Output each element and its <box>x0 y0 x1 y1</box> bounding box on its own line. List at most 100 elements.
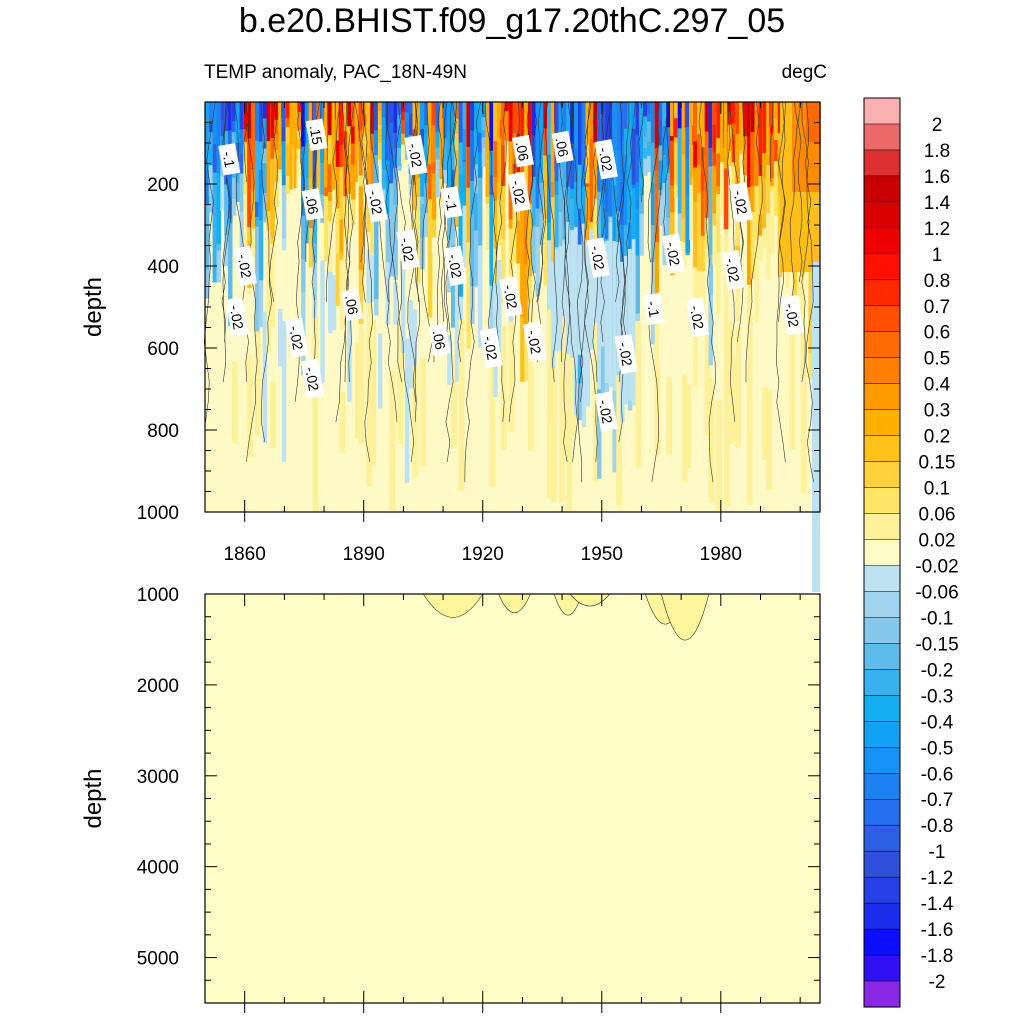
contour-label-bg <box>233 245 257 287</box>
upper-axes: 200 400 600 800 1000 1860 1890 1920 1950 1980 dept… <box>80 101 820 565</box>
field-cell <box>220 102 225 120</box>
contour-label: -.02 <box>781 294 805 336</box>
field-cell <box>616 102 621 152</box>
y-axis-label: depth <box>80 768 107 828</box>
colorbar-label: 0.15 <box>919 453 956 474</box>
field-cell <box>754 102 760 133</box>
contour-line <box>648 101 668 483</box>
field-cell <box>443 102 448 131</box>
y-tick-label: 1000 <box>137 503 179 524</box>
contour-label-text: -.02 <box>723 257 743 284</box>
field-cell <box>723 357 730 506</box>
colorbar-swatch <box>863 695 901 722</box>
field-cell <box>331 274 337 331</box>
contour-line <box>737 101 746 343</box>
contour-label-bg <box>440 186 463 219</box>
field-cell <box>212 102 218 145</box>
contour-label-text: -.02 <box>501 284 521 311</box>
contour-line <box>260 101 278 443</box>
field-cell <box>385 262 391 325</box>
field-cell <box>262 311 268 444</box>
contour-line <box>537 101 548 363</box>
field-cell <box>451 102 456 142</box>
field-cell <box>620 102 625 182</box>
colorbar-swatch <box>863 227 901 255</box>
field-cell <box>243 102 248 130</box>
contour-label-text: -.1 <box>644 300 663 319</box>
contour-label-text: -.02 <box>481 335 501 362</box>
contour-label-text: -.1 <box>442 193 461 212</box>
contour-label: -.02 <box>404 135 428 176</box>
field-cell <box>281 102 287 127</box>
contour-line <box>745 101 763 382</box>
contour-label: -.02 <box>300 358 325 399</box>
field-cell <box>278 308 283 367</box>
contour-label-bg <box>594 391 618 432</box>
field-cell <box>670 102 674 137</box>
colorbar-label: 0.5 <box>924 349 950 370</box>
field-cell <box>666 377 673 455</box>
contour-label-bg <box>305 118 328 151</box>
colorbar-swatch <box>863 487 901 515</box>
field-cell <box>377 102 383 125</box>
contour-line <box>647 101 660 263</box>
contour-label-bg <box>443 245 468 287</box>
contour-label-text: -.02 <box>235 253 255 280</box>
contour-label: .06 <box>511 134 534 168</box>
field-cell <box>620 102 625 141</box>
field-cell <box>228 102 233 177</box>
colorbar-label: 0.4 <box>924 375 951 396</box>
field-cell <box>235 102 241 122</box>
field-cell <box>424 102 429 126</box>
contour-line <box>354 101 367 303</box>
field-cell <box>500 102 506 146</box>
field-cell <box>477 245 483 348</box>
field-cell <box>354 102 358 183</box>
field-cell <box>447 334 452 385</box>
field-cell <box>454 254 460 383</box>
field-cell <box>562 102 567 149</box>
contour-label-text: .06 <box>430 329 449 351</box>
field-cell <box>770 102 775 179</box>
field-cell <box>339 102 344 146</box>
lower-panel-field <box>205 594 820 1003</box>
field-cell <box>397 324 403 444</box>
field-cell <box>301 102 306 147</box>
colorbar-label: 0.6 <box>924 323 950 344</box>
contour-label-bg <box>511 134 534 168</box>
y-tick-label: 400 <box>147 257 179 278</box>
field-cell <box>289 102 293 190</box>
field-cell <box>735 102 740 191</box>
field-cell <box>239 102 245 130</box>
field-cell <box>789 309 796 450</box>
colorbar-swatch <box>863 539 901 567</box>
contour-label: -.02 <box>729 182 753 223</box>
contour-label: -.02 <box>285 317 309 358</box>
field-cell <box>735 327 742 447</box>
contour-line <box>421 101 433 363</box>
field-cell <box>581 102 587 140</box>
field-cell <box>681 102 685 141</box>
field-cell <box>362 102 368 115</box>
contour-line <box>443 101 458 343</box>
y-tick-label: 4000 <box>137 858 179 879</box>
field-cell <box>643 102 648 132</box>
contour-line <box>528 101 537 323</box>
colorbar-label: -1 <box>929 842 946 863</box>
field-cell <box>270 381 277 449</box>
field-cell <box>266 102 271 142</box>
contour-label: .06 <box>301 188 324 221</box>
upper-panel: -.1.15-.02.06.06 -.02.06 -.02 -.1 -.02 -.02-.… <box>80 101 821 592</box>
contour-label-text: -.02 <box>227 304 247 331</box>
colorbar-swatch <box>863 617 901 644</box>
field-cell <box>550 261 556 380</box>
colorbar-swatch <box>863 876 901 904</box>
colorbar-frame <box>863 97 901 1008</box>
field-cell <box>412 102 417 130</box>
contour-label-bg <box>479 327 503 369</box>
contour-label: -.02 <box>225 297 249 338</box>
field-cell <box>716 399 722 512</box>
field-cell <box>458 102 464 143</box>
contour-label-bg <box>225 297 249 338</box>
field-cell <box>647 102 652 114</box>
